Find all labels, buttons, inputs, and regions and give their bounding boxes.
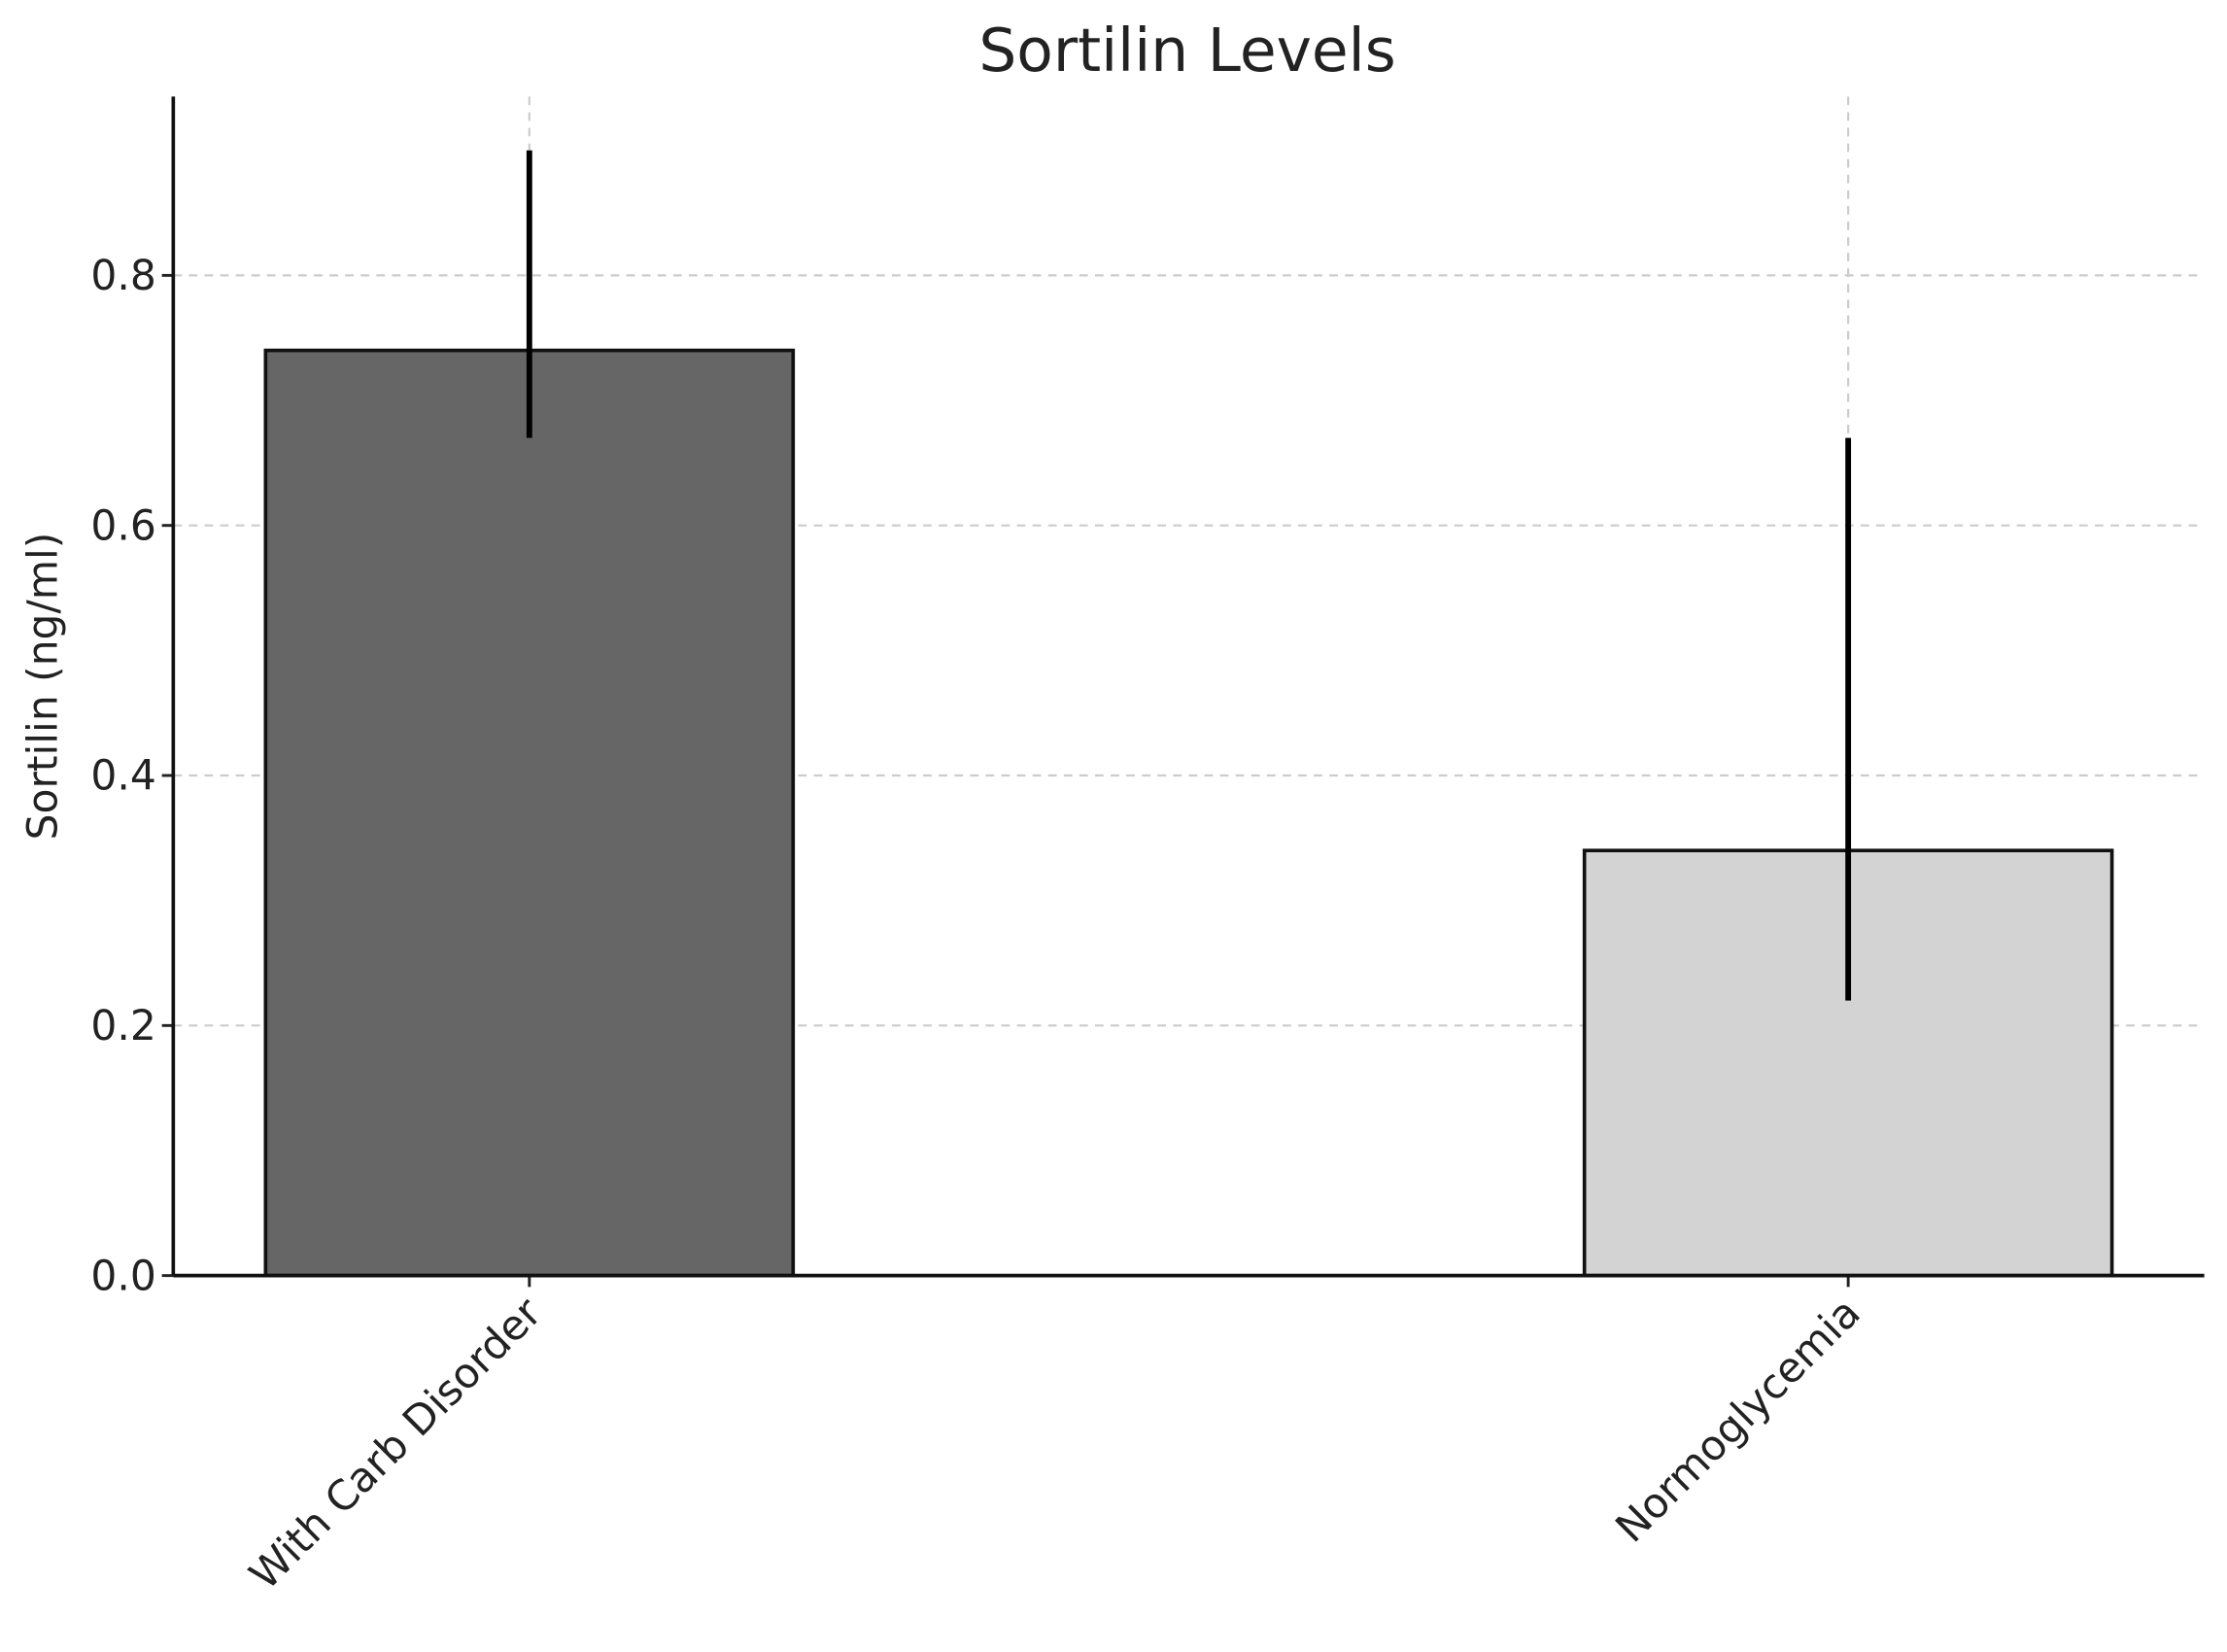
x-tick-label: With Carb Disorder [240, 1289, 551, 1600]
bar [263, 348, 796, 1278]
y-tick-label: 0.6 [90, 501, 155, 549]
y-tick-label: 0.8 [90, 252, 155, 299]
y-tick-label: 0.4 [90, 752, 155, 800]
x-tick-label: Normoglycemia [1606, 1289, 1869, 1552]
y-axis-label: Sortilin (ng/ml) [18, 533, 66, 841]
chart-title: Sortilin Levels [978, 17, 1395, 86]
y-tick-label: 0.2 [90, 1002, 155, 1050]
y-tick-label: 0.0 [90, 1252, 155, 1299]
